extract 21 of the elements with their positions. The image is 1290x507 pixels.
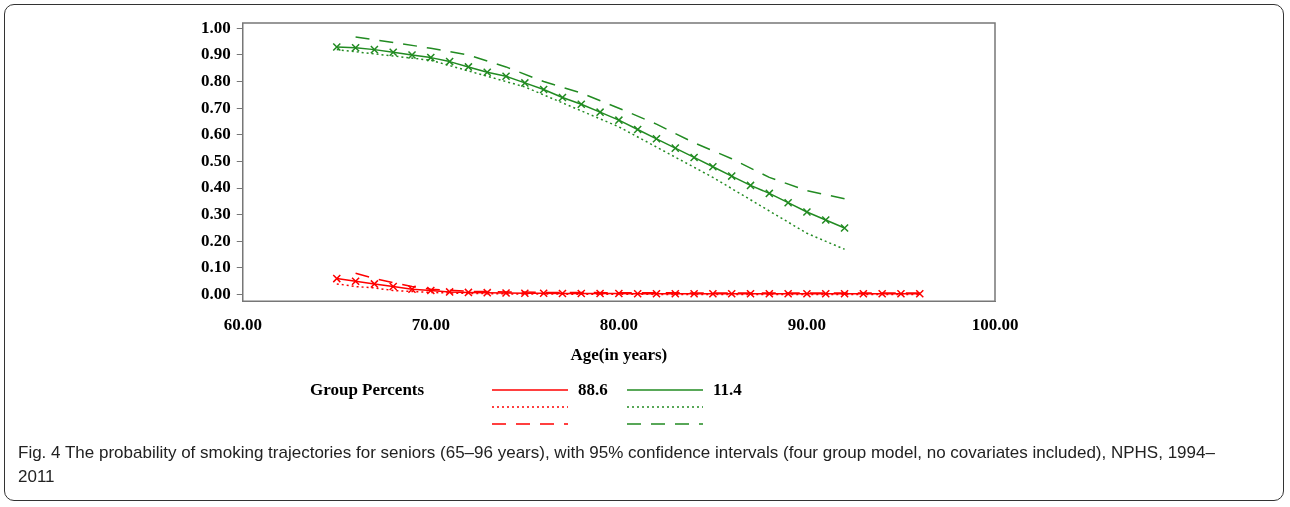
y-tick-label: 1.00 xyxy=(201,17,231,37)
y-tick-label: 0.80 xyxy=(201,70,231,90)
y-tick-label: 0.20 xyxy=(201,230,231,250)
x-tick-label: 90.00 xyxy=(787,314,827,334)
x-tick-label: 80.00 xyxy=(599,314,638,334)
y-tick-label: 0.40 xyxy=(201,177,231,197)
x-tick-label: 100.00 xyxy=(971,314,1019,334)
x-tick-label: 60.00 xyxy=(223,314,262,334)
caption: Fig. 4 The probability of smoking trajectories for seniors (65–96 years), with 95% confidence intervals (four group model, no covariates included), NPHS, 1994–2011 xyxy=(18,442,1216,488)
x-tick-label: 70.00 xyxy=(411,314,450,334)
legend-label: 11.4 xyxy=(713,379,742,400)
y-tick-label: 0.00 xyxy=(201,283,231,303)
y-tick-label: 0.30 xyxy=(201,204,231,224)
y-tick-label: 0.10 xyxy=(201,257,231,277)
y-tick-label: 0.90 xyxy=(201,44,231,64)
y-tick-label: 0.50 xyxy=(201,150,231,170)
y-tick-label: 0.60 xyxy=(201,124,231,144)
x-axis-title: Age(in years) xyxy=(570,345,668,365)
legend-title: Group Percents xyxy=(310,379,426,400)
legend-label: 88.6 xyxy=(578,379,608,400)
y-tick-label: 0.70 xyxy=(201,97,231,117)
